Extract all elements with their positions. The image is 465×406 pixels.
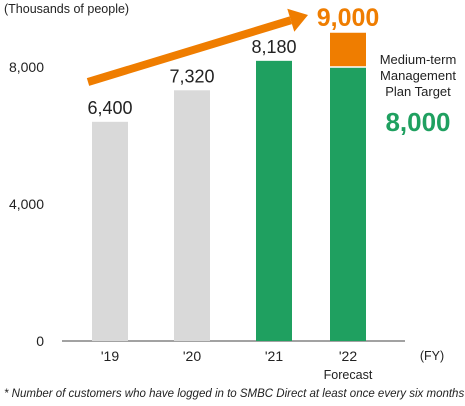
target-text-line: Plan Target (385, 84, 451, 99)
target-value-label: 8,000 (385, 107, 450, 137)
bar (92, 121, 128, 341)
value-label: 8,180 (251, 37, 296, 57)
x-tick-label: '22 (339, 348, 357, 364)
value-label: 7,320 (169, 66, 214, 86)
bar (330, 67, 366, 341)
y-unit-label: (Thousands of people) (4, 2, 129, 16)
x-unit-label: (FY) (420, 349, 444, 363)
footnote: * Number of customers who have logged in… (4, 388, 465, 400)
y-tick-label: 4,000 (9, 196, 44, 212)
x-tick-label: '19 (101, 348, 119, 364)
x-tick-label: '20 (183, 348, 201, 364)
forecast-total-label: 9,000 (317, 4, 380, 32)
x-tick-label: '21 (265, 348, 283, 364)
bar-stacked-extra (330, 32, 366, 67)
value-label: 6,400 (87, 98, 132, 118)
trend-arrow-shaft (86, 16, 292, 86)
y-tick-label: 8,000 (9, 59, 44, 75)
target-text-line: Management (380, 68, 456, 83)
y-tick-label: 0 (36, 333, 44, 349)
bar (174, 90, 210, 341)
target-text-line: Medium-term (380, 52, 457, 67)
trend-arrow-head (287, 8, 308, 32)
bar (256, 60, 292, 342)
x-tick-sublabel: Forecast (324, 368, 373, 382)
